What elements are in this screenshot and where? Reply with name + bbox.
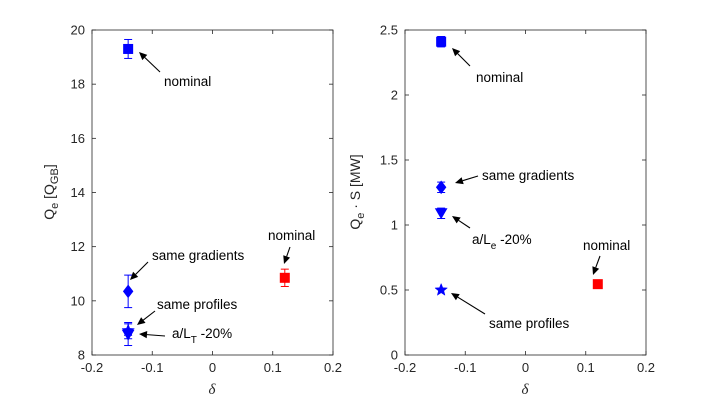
right-ylabel-q: Q xyxy=(347,219,363,230)
l-same-profiles-arrow-head xyxy=(137,317,146,325)
y-tick-label: 20 xyxy=(71,23,85,38)
r-same-gradients-arrow-head xyxy=(455,177,464,185)
r-same-gradients-arrow-shaft xyxy=(462,175,479,182)
point-nominal-marker xyxy=(279,272,290,283)
l-same-gradients-arrow-head xyxy=(130,271,139,280)
r-nominal-blue-label: nominal xyxy=(476,70,523,85)
y-tick-label: 18 xyxy=(71,77,85,92)
l-alt-arrow-shaft xyxy=(146,334,166,337)
x-tick-label: 0.1 xyxy=(577,360,595,375)
r-nominal-blue-arrow-head xyxy=(452,48,461,57)
r-same-profiles-label: same profiles xyxy=(489,316,570,331)
point-nominal-marker xyxy=(123,43,134,54)
left-ylabel-q: Q xyxy=(41,209,57,220)
r-nominal-red-label: nominal xyxy=(583,238,630,253)
l-alt-arrow-head xyxy=(139,331,148,339)
y-tick-label: 1.5 xyxy=(380,153,398,168)
y-tick-label: 14 xyxy=(71,185,85,200)
right-ylabel: Qe · S [MW] xyxy=(347,154,367,229)
point-nominal-marker xyxy=(592,279,603,290)
y-tick-label: 16 xyxy=(71,131,85,146)
left-marks xyxy=(121,38,290,347)
left-chart: -0.2 -0.1 0 0.1 0.2 8 10 12 14 16 18 20 nominal same… xyxy=(41,23,342,399)
y-tick-label: 0 xyxy=(391,348,398,363)
l-nominal-blue-label: nominal xyxy=(164,74,211,89)
point-a-l-t-20--marker xyxy=(121,329,135,341)
point-same-gradients-marker xyxy=(435,180,447,195)
l-same-gradients-label: same gradients xyxy=(152,248,245,263)
y-tick-label: 1 xyxy=(391,218,398,233)
r-nominal-red-arrow-shaft xyxy=(595,255,601,268)
x-tick-label: 0 xyxy=(209,360,216,375)
right-xlabel: δ xyxy=(522,382,530,398)
right-marks xyxy=(434,36,603,296)
y-tick-label: 2.5 xyxy=(380,23,398,38)
right-chart: -0.2 -0.1 0 0.1 0.2 0 0.5 1 1.5 2 2.5 nominal same … xyxy=(347,23,655,399)
l-same-profiles-label: same profiles xyxy=(157,297,238,312)
l-nominal-red-arrow-shaft xyxy=(286,246,291,257)
x-tick-label: -0.2 xyxy=(394,360,416,375)
r-same-profiles-arrow-shaft xyxy=(457,296,486,315)
y-tick-label: 12 xyxy=(71,239,85,254)
right-tick-labels: -0.2 -0.1 0 0.1 0.2 0 0.5 1 1.5 2 2.5 xyxy=(380,23,655,376)
right-annotations: nominal same gradients a/Le -20% nominal sam… xyxy=(451,48,630,331)
x-tick-label: -0.1 xyxy=(141,360,163,375)
l-same-profiles-arrow-shaft xyxy=(142,310,156,321)
r-alt-arrow-head xyxy=(452,216,461,224)
point-same-gradients-marker xyxy=(122,284,134,299)
r-alt-arrow-shaft xyxy=(458,219,471,229)
l-same-gradients-arrow-shaft xyxy=(135,261,149,275)
y-tick-label: 10 xyxy=(71,293,85,308)
point-nominal-marker xyxy=(436,36,447,47)
r-same-gradients-label: same gradients xyxy=(482,168,575,183)
left-ylabel-sub: e xyxy=(49,203,61,209)
l-nominal-red-arrow-head xyxy=(283,255,291,264)
point-same-profiles-marker xyxy=(434,282,448,296)
l-nominal-blue-arrow-head xyxy=(139,52,148,61)
x-tick-label: 0 xyxy=(522,360,529,375)
left-tick-labels: -0.2 -0.1 0 0.1 0.2 8 10 12 14 16 18 20 xyxy=(71,23,343,376)
l-nominal-red-label: nominal xyxy=(268,228,315,243)
x-tick-label: -0.1 xyxy=(454,360,476,375)
point-a-l-t-20--marker xyxy=(434,208,448,220)
y-tick-label: 2 xyxy=(391,88,398,103)
y-tick-label: 8 xyxy=(78,348,85,363)
right-ylabel-tail: · S [MW] xyxy=(347,154,363,212)
r-nominal-blue-arrow-shaft xyxy=(457,53,471,67)
x-tick-label: -0.2 xyxy=(81,360,103,375)
left-xlabel: δ xyxy=(209,382,217,398)
left-ticks xyxy=(91,29,334,356)
x-tick-label: 0.2 xyxy=(324,360,342,375)
left-ylabel-sub2: GB xyxy=(49,168,61,184)
l-alt-label: a/LT -20% xyxy=(172,326,232,346)
r-nominal-red-arrow-head xyxy=(592,266,600,275)
x-tick-label: 0.2 xyxy=(637,360,655,375)
r-alt-label: a/Le -20% xyxy=(472,232,532,252)
x-tick-label: 0.1 xyxy=(264,360,282,375)
left-ylabel-end: ] xyxy=(41,164,57,168)
right-ticks xyxy=(404,29,647,356)
r-same-profiles-arrow-head xyxy=(451,293,460,301)
left-ylabel-tail: [Q xyxy=(41,184,57,203)
left-annotations: nominal same gradients same profiles a/LT -… xyxy=(130,52,315,346)
left-ylabel: Qe [QGB] xyxy=(41,164,61,219)
l-nominal-blue-arrow-shaft xyxy=(144,57,161,73)
right-ylabel-sub: e xyxy=(355,213,367,219)
y-tick-label: 0.5 xyxy=(380,283,398,298)
